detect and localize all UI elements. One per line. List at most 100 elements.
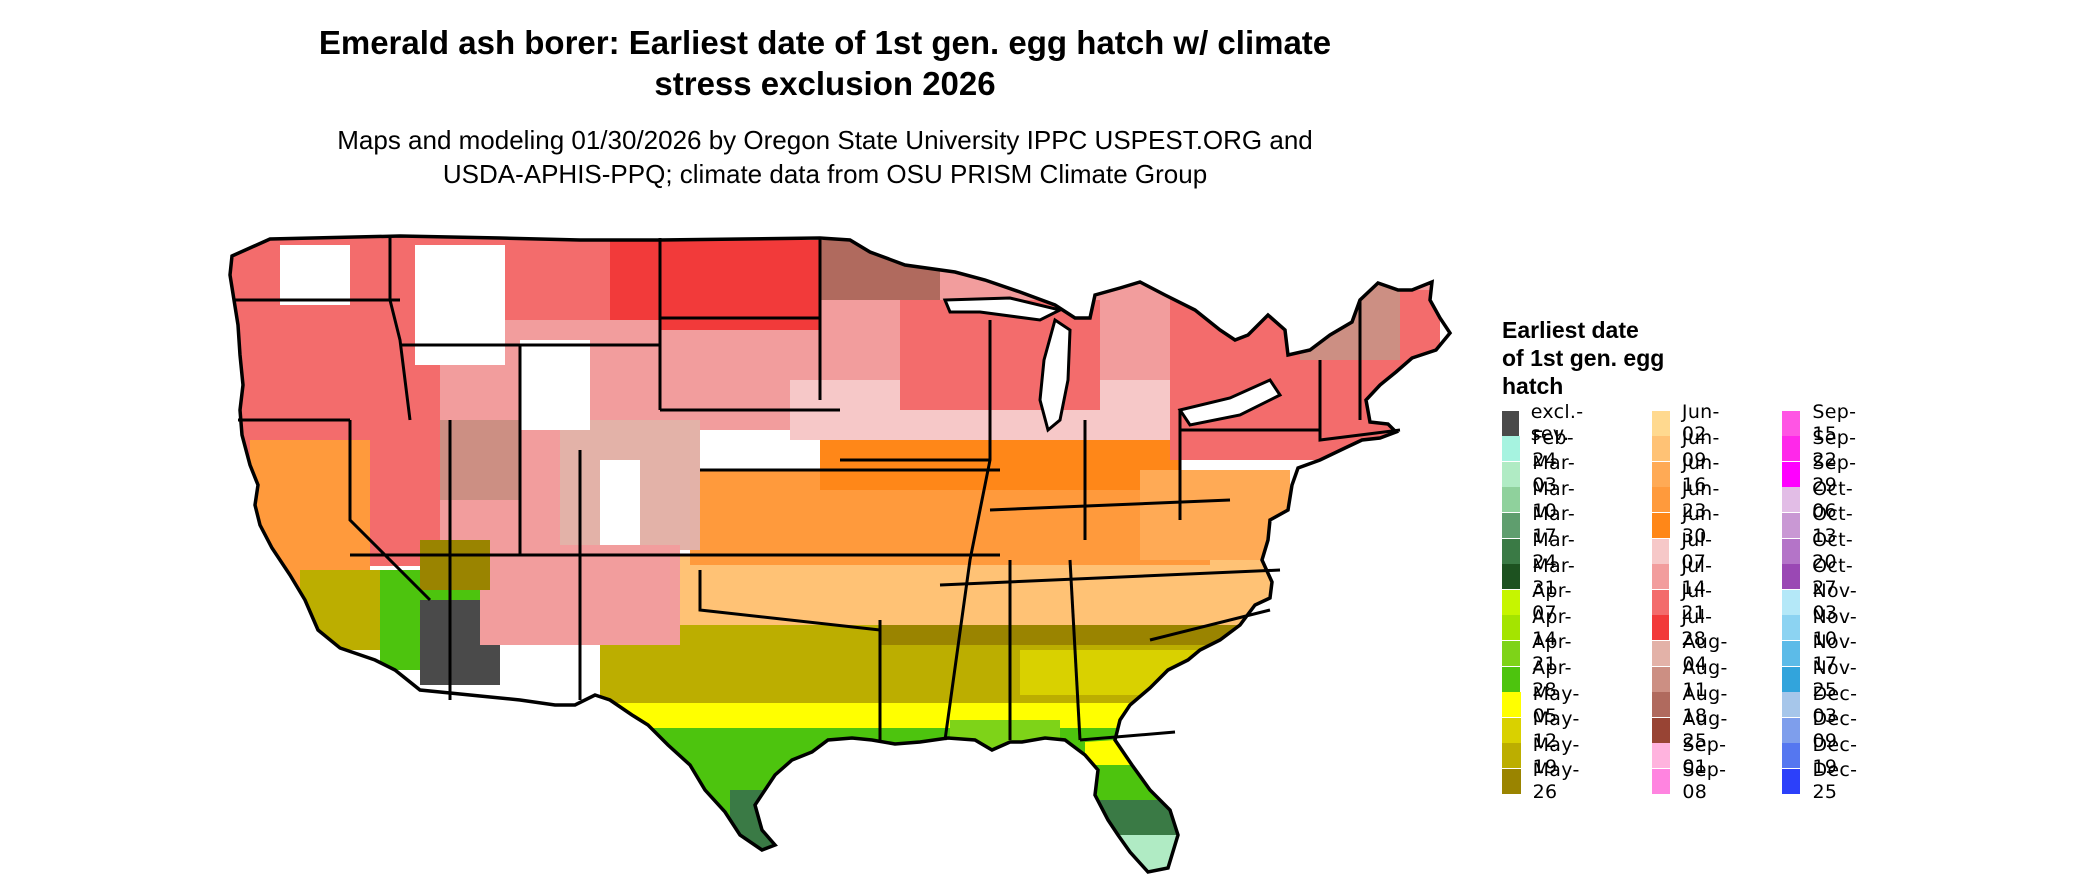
legend-swatch [1502, 692, 1521, 718]
legend-label: Dec-19 [1812, 733, 1858, 778]
legend-swatch [1782, 564, 1801, 590]
legend-swatch [1502, 743, 1521, 769]
legend-title-line-2: of 1st gen. egg [1502, 345, 1665, 371]
legend-label: Jun-30 [1681, 503, 1720, 548]
legend-swatch [1502, 410, 1519, 436]
legend-swatch [1652, 410, 1670, 436]
legend-item: Nov-03 [1782, 580, 1864, 624]
legend-label: Oct-27 [1812, 554, 1854, 599]
border-south-1 [939, 568, 1281, 587]
legend-swatch [1502, 564, 1521, 590]
legend-label: Mar-31 [1532, 554, 1575, 599]
legend-item: Sep-22 [1782, 427, 1863, 471]
legend-label: Nov-03 [1812, 580, 1858, 625]
legend-swatch [1782, 589, 1801, 615]
legend-label: Aug-18 [1682, 682, 1728, 727]
legend-swatch [1652, 717, 1671, 743]
legend-item: Sep-01 [1652, 734, 1733, 778]
legend-item: Sep-08 [1652, 759, 1733, 803]
legend-item: Mar-03 [1502, 452, 1582, 496]
legend-item: Feb-24 [1502, 427, 1581, 471]
legend-item: Nov-17 [1782, 631, 1864, 675]
legend-item: May-26 [1502, 759, 1586, 803]
legend-swatch [1652, 461, 1670, 487]
legend-label: Mar-17 [1532, 503, 1575, 548]
legend-swatch [1502, 538, 1521, 564]
legend-swatch [1652, 512, 1670, 538]
legend-item: Mar-24 [1502, 529, 1582, 573]
legend-item: Aug-11 [1652, 657, 1734, 701]
border-ca-nv [348, 420, 432, 602]
legend-item: Sep-29 [1782, 452, 1863, 496]
legend-swatch [1782, 436, 1801, 462]
legend-item: Apr-14 [1502, 606, 1579, 650]
legend-swatch [1782, 461, 1801, 487]
legend-label: Nov-25 [1812, 657, 1858, 701]
zone-southwest-olive [420, 540, 490, 590]
legend-item: Jun-23 [1652, 478, 1727, 522]
legend-item: Jul-07 [1652, 529, 1720, 573]
legend-label: Jun-23 [1681, 477, 1720, 522]
legend-label: Aug-04 [1682, 631, 1728, 676]
state-borders [234, 238, 1401, 742]
legend-swatch [1502, 512, 1521, 538]
title-line-2: stress exclusion 2026 [654, 65, 996, 102]
zone-mountain-white-3 [280, 245, 350, 305]
border-miss-river [943, 320, 992, 741]
legend-label: May-26 [1532, 759, 1580, 804]
legend-item: Jun-02 [1652, 401, 1727, 445]
lake-erie-ontario [1177, 378, 1283, 427]
legend-label: May-12 [1532, 708, 1580, 753]
zone-mountain-white-1 [415, 245, 505, 365]
legend-swatch [1502, 717, 1521, 743]
legend-item: Nov-25 [1782, 657, 1864, 701]
legend-item: Oct-06 [1782, 478, 1860, 522]
legend-item: excl.-sev. [1502, 401, 1592, 445]
legend-label: Sep-01 [1682, 733, 1727, 778]
legend-label: Mar-03 [1532, 452, 1575, 497]
legend-label: Oct-06 [1812, 477, 1854, 522]
legend-item: Jun-30 [1652, 503, 1727, 547]
legend-item: Aug-25 [1652, 708, 1734, 752]
legend-swatch [1652, 615, 1670, 641]
title-line-1: Emerald ash borer: Earliest date of 1st … [318, 24, 1332, 61]
legend-swatch [1652, 768, 1671, 794]
legend-label: Jun-09 [1681, 426, 1720, 471]
zone-mountain-white-2 [520, 340, 590, 430]
legend-item: Aug-18 [1652, 683, 1734, 727]
legend-label: May-05 [1532, 682, 1580, 727]
legend-swatch [1782, 487, 1801, 513]
legend-label: Mar-10 [1532, 477, 1575, 522]
legend-item: Mar-31 [1502, 555, 1582, 599]
legend-label: Oct-20 [1812, 529, 1854, 573]
legend-swatch [1502, 461, 1521, 487]
legend-swatch [1782, 410, 1801, 436]
border-ohio-valley [989, 498, 1231, 512]
legend-label: Dec-03 [1812, 682, 1858, 727]
legend-swatch [1652, 487, 1670, 513]
legend-swatch [1652, 436, 1670, 462]
legend-label: Jul-28 [1681, 605, 1713, 650]
legend-swatch [1502, 487, 1521, 513]
legend-swatch [1652, 666, 1671, 692]
legend-swatch [1652, 564, 1670, 590]
legend-label: Apr-07 [1532, 580, 1572, 625]
legend-label: Sep-08 [1682, 759, 1727, 804]
legend-item: Dec-09 [1782, 708, 1864, 752]
legend-swatch [1652, 538, 1670, 564]
border-south-3 [1068, 559, 1082, 741]
legend-item: Oct-20 [1782, 529, 1860, 573]
hatch-date-zones [230, 236, 1440, 872]
legend-label: Oct-13 [1812, 503, 1854, 548]
legend-swatch [1782, 538, 1801, 564]
legend-label: Apr-28 [1532, 657, 1572, 701]
legend-label: Dec-09 [1812, 708, 1858, 753]
legend-item: May-12 [1502, 708, 1586, 752]
legend-swatch [1782, 692, 1801, 718]
lake-superior [942, 296, 1065, 322]
legend-swatch [1652, 692, 1671, 718]
legend-label: Sep-15 [1812, 401, 1857, 445]
legend-label: Mar-24 [1532, 529, 1575, 573]
legend-label: Aug-25 [1682, 708, 1728, 753]
